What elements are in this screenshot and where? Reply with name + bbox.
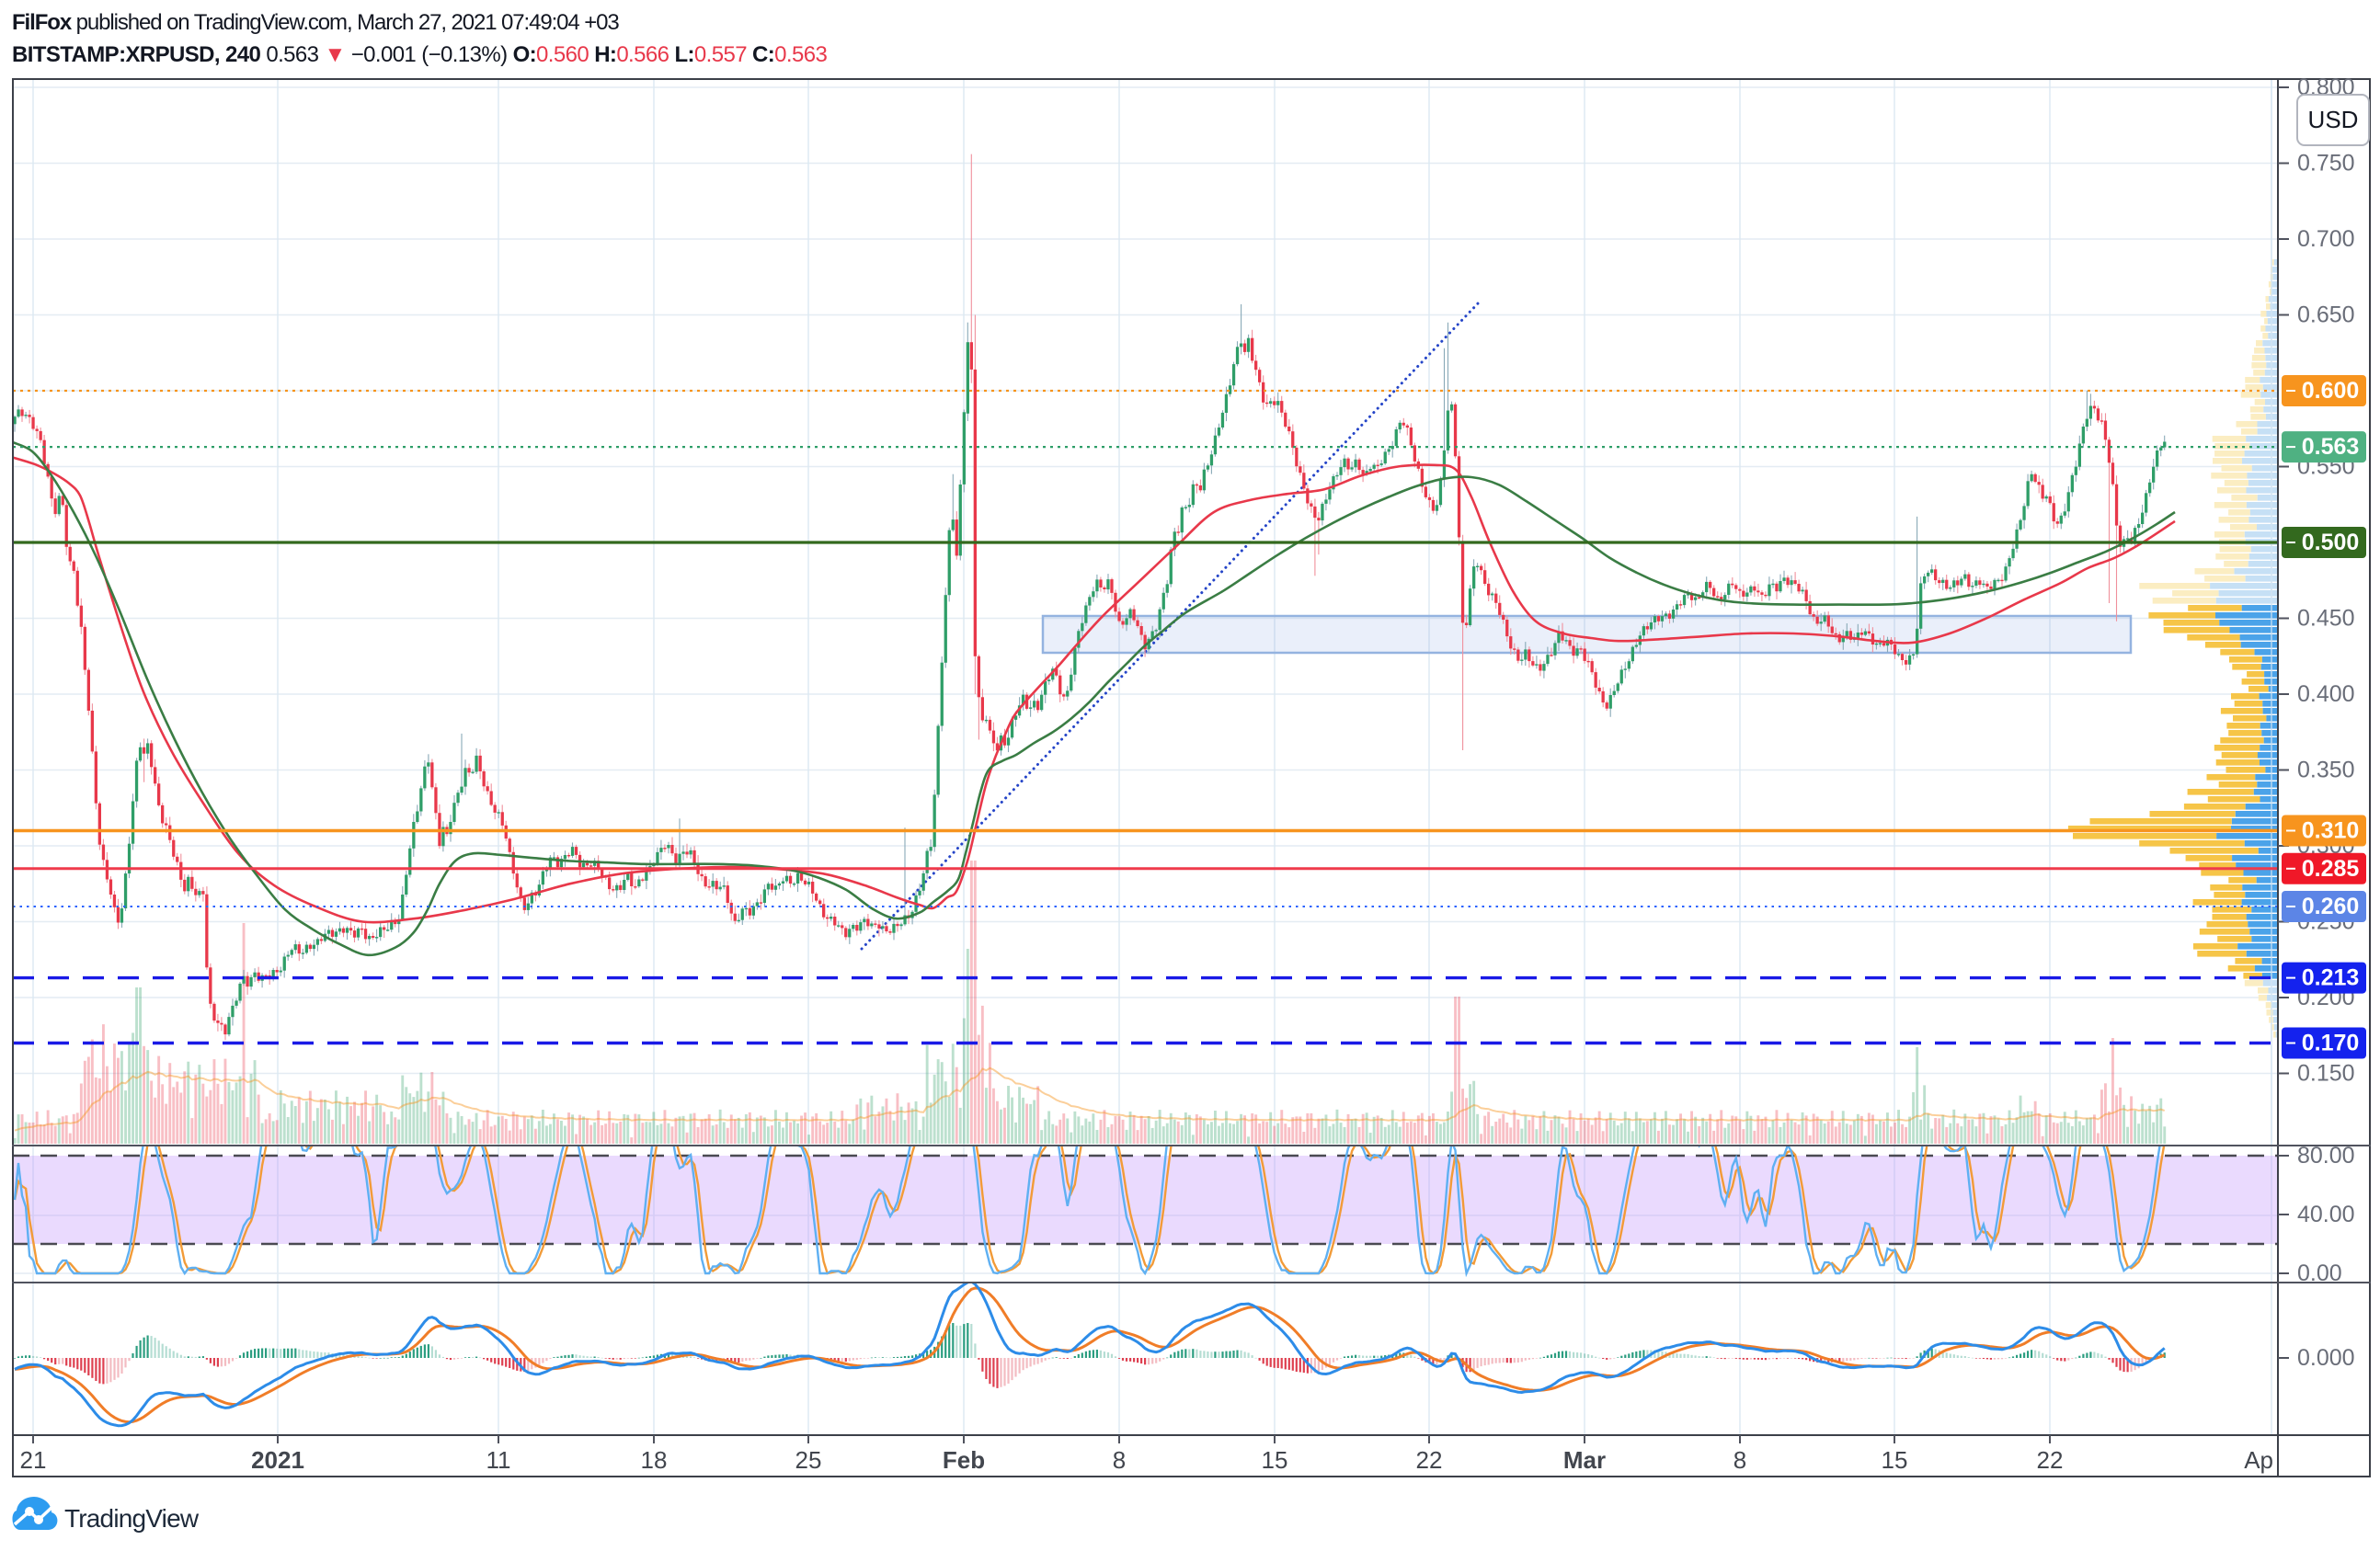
svg-text:0.170: 0.170 bbox=[2302, 1031, 2360, 1056]
svg-text:0.150: 0.150 bbox=[2297, 1061, 2355, 1087]
svg-text:18: 18 bbox=[641, 1446, 668, 1474]
svg-text:0.700: 0.700 bbox=[2297, 226, 2355, 252]
svg-text:15: 15 bbox=[1262, 1446, 1288, 1474]
svg-text:BITSTAMP:XRPUSD, 240 0.563 ▼: BITSTAMP:XRPUSD, 240 0.563 ▼ −0.001 (−0.… bbox=[12, 42, 827, 67]
svg-text:0.650: 0.650 bbox=[2297, 302, 2355, 328]
svg-text:0.285: 0.285 bbox=[2302, 856, 2360, 882]
svg-text:0.000: 0.000 bbox=[2297, 1345, 2355, 1371]
svg-text:8: 8 bbox=[1113, 1446, 1126, 1474]
svg-text:Mar: Mar bbox=[1563, 1446, 1606, 1474]
svg-text:0.500: 0.500 bbox=[2302, 530, 2360, 555]
svg-text:22: 22 bbox=[2037, 1446, 2064, 1474]
svg-text:0.213: 0.213 bbox=[2302, 965, 2360, 991]
svg-text:40.00: 40.00 bbox=[2297, 1202, 2355, 1227]
svg-text:22: 22 bbox=[1416, 1446, 1443, 1474]
svg-text:0.563: 0.563 bbox=[2302, 434, 2360, 460]
svg-text:0.260: 0.260 bbox=[2302, 894, 2360, 919]
svg-text:8: 8 bbox=[1734, 1446, 1746, 1474]
svg-text:15: 15 bbox=[1882, 1446, 1908, 1474]
svg-text:0.450: 0.450 bbox=[2297, 606, 2355, 632]
svg-text:Feb: Feb bbox=[943, 1446, 985, 1474]
svg-text:Ap: Ap bbox=[2244, 1446, 2273, 1474]
svg-text:25: 25 bbox=[795, 1446, 822, 1474]
svg-text:0.750: 0.750 bbox=[2297, 151, 2355, 177]
svg-text:0.400: 0.400 bbox=[2297, 681, 2355, 707]
svg-text:2021: 2021 bbox=[251, 1446, 304, 1474]
svg-text:80.00: 80.00 bbox=[2297, 1143, 2355, 1169]
svg-text:21: 21 bbox=[20, 1446, 47, 1474]
svg-text:TradingView: TradingView bbox=[64, 1504, 200, 1533]
svg-text:0.00: 0.00 bbox=[2297, 1260, 2342, 1286]
svg-text:0.310: 0.310 bbox=[2302, 818, 2360, 844]
svg-text:0.350: 0.350 bbox=[2297, 758, 2355, 783]
svg-text:0.600: 0.600 bbox=[2302, 378, 2360, 404]
svg-text:USD: USD bbox=[2308, 106, 2359, 133]
svg-text:11: 11 bbox=[486, 1446, 511, 1474]
svg-text:FilFox published on TradingVie: FilFox published on TradingView.com, Mar… bbox=[12, 10, 619, 35]
